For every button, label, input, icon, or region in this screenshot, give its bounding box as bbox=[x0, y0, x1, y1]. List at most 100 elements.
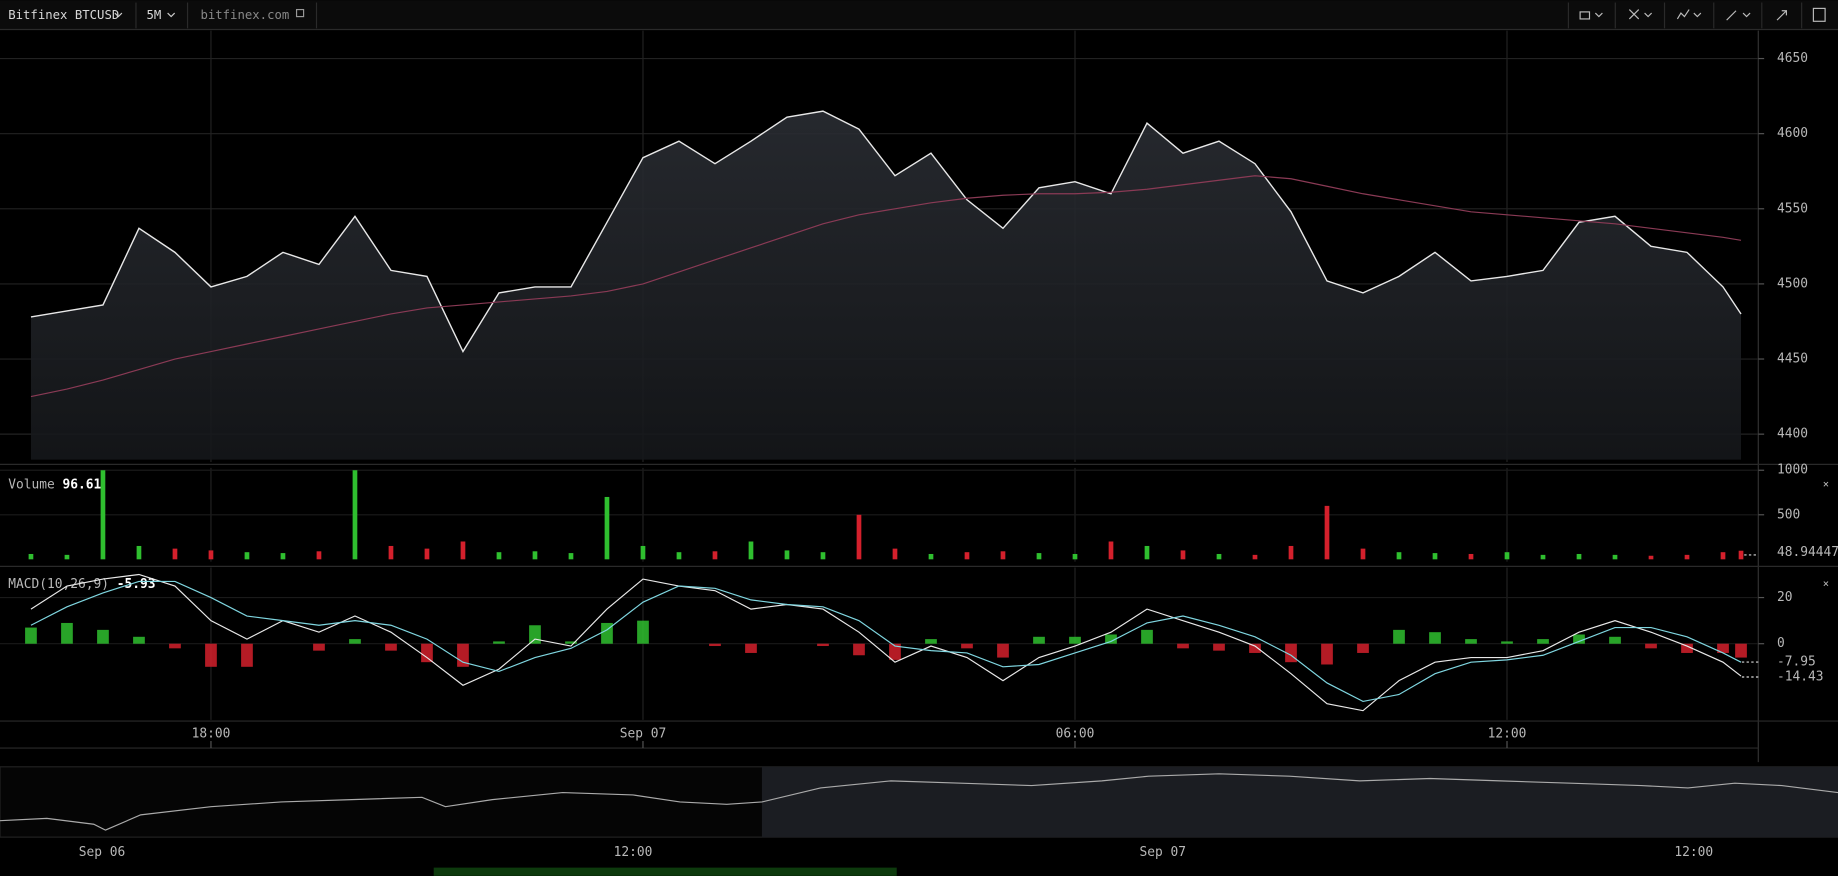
toolbar bbox=[0, 0, 1838, 30]
icon[interactable] bbox=[1726, 10, 1737, 21]
volume-bar bbox=[640, 545, 646, 560]
volume-bar bbox=[172, 548, 178, 560]
macd-histogram-bar bbox=[601, 622, 613, 644]
x-tick-label: 18:00 bbox=[192, 726, 231, 741]
macd-histogram-bar bbox=[529, 625, 541, 644]
macd-label: MACD(10,26,9) bbox=[8, 576, 109, 591]
volume-bar bbox=[532, 551, 538, 560]
macd-histogram-bar bbox=[385, 643, 397, 651]
x-tick-label: 06:00 bbox=[1056, 726, 1095, 741]
volume-bar bbox=[676, 552, 682, 560]
volume-bar bbox=[748, 541, 754, 560]
scroll-bar[interactable] bbox=[433, 867, 897, 876]
source-link[interactable]: bitfinex.com bbox=[200, 8, 289, 22]
macd-histogram-bar bbox=[1393, 629, 1405, 644]
volume-bar bbox=[352, 470, 358, 560]
navigator-tick: 12:00 bbox=[1674, 845, 1713, 860]
macd-histogram-bar bbox=[1213, 643, 1225, 651]
macd-histogram-bar bbox=[709, 643, 721, 647]
macd-histogram-bar bbox=[241, 643, 253, 667]
volume-bar bbox=[208, 550, 214, 560]
icon[interactable] bbox=[1676, 9, 1690, 20]
macd-histogram-bar bbox=[133, 636, 145, 644]
y-tick-label: 4600 bbox=[1777, 126, 1808, 141]
volume-bar bbox=[244, 552, 250, 560]
macd-histogram-bar bbox=[1069, 636, 1081, 644]
y-tick-label: 500 bbox=[1777, 507, 1800, 522]
macd-histogram-bar bbox=[745, 643, 757, 653]
volume-bar bbox=[496, 552, 502, 560]
navigator-window[interactable] bbox=[761, 766, 1838, 838]
volume-bar bbox=[1738, 550, 1744, 560]
volume-bar bbox=[64, 554, 70, 560]
volume-current: 96.61 bbox=[62, 477, 101, 492]
close-pane[interactable]: × bbox=[1823, 578, 1829, 590]
macd-histogram-bar bbox=[61, 622, 73, 644]
dropdown-arrow bbox=[167, 12, 176, 18]
macd-marker-label: -14.43 bbox=[1777, 670, 1824, 685]
y-tick-label: 0 bbox=[1777, 636, 1785, 651]
volume-bar bbox=[280, 553, 286, 560]
macd-histogram-bar bbox=[25, 627, 37, 644]
volume-bar bbox=[856, 514, 862, 560]
macd-histogram-bar bbox=[457, 643, 469, 667]
macd-histogram-bar bbox=[1681, 643, 1693, 653]
volume-bar bbox=[964, 552, 970, 560]
macd-histogram-bar bbox=[817, 643, 829, 647]
macd-histogram-bar bbox=[1573, 634, 1585, 644]
navigator-line bbox=[0, 773, 1838, 831]
navigator-tick: Sep 07 bbox=[1140, 845, 1187, 860]
volume-bar bbox=[1252, 554, 1258, 560]
macd-title: MACD(10,26,9) -5.93 bbox=[8, 576, 155, 591]
volume-bar bbox=[1504, 552, 1510, 560]
y-tick-label: 4500 bbox=[1777, 276, 1808, 291]
volume-title: Volume 96.61 bbox=[8, 477, 101, 492]
icon[interactable] bbox=[1579, 11, 1591, 20]
macd-marker-label: -7.95 bbox=[1777, 655, 1816, 670]
volume-bar bbox=[1072, 553, 1078, 560]
signal-line bbox=[30, 580, 1742, 703]
macd-histogram-bar bbox=[1609, 636, 1621, 644]
volume-bar bbox=[604, 496, 610, 560]
volume-bar bbox=[1540, 554, 1546, 560]
x-tick-label: Sep 07 bbox=[620, 726, 667, 741]
volume-bar bbox=[1216, 553, 1222, 560]
volume-bar bbox=[316, 551, 322, 560]
icon[interactable] bbox=[1628, 9, 1640, 20]
macd-histogram-bar bbox=[1249, 643, 1261, 653]
icon[interactable] bbox=[1776, 10, 1788, 21]
icon[interactable] bbox=[1812, 7, 1826, 22]
interval-selector[interactable]: 5M bbox=[147, 8, 162, 22]
symbol-selector[interactable]: Bitfinex BTCUSD bbox=[8, 8, 119, 22]
y-tick-label: 4650 bbox=[1777, 51, 1808, 66]
macd-histogram-bar bbox=[565, 641, 577, 644]
volume-bar bbox=[928, 553, 934, 560]
volume-bar bbox=[1108, 541, 1114, 560]
volume-bar bbox=[1360, 548, 1366, 560]
volume-bar bbox=[1000, 551, 1006, 560]
macd-histogram-bar bbox=[1357, 643, 1369, 653]
macd-histogram-bar bbox=[889, 643, 901, 660]
volume-bar bbox=[1684, 554, 1690, 560]
volume-bar bbox=[568, 553, 574, 560]
volume-bar bbox=[1612, 554, 1618, 560]
volume-bar bbox=[820, 552, 826, 560]
x-tick-label: 12:00 bbox=[1488, 726, 1527, 741]
macd-histogram-bar bbox=[205, 643, 217, 667]
volume-bar bbox=[784, 550, 790, 560]
macd-histogram-bar bbox=[1177, 643, 1189, 649]
macd-histogram-bar bbox=[97, 629, 109, 644]
macd-histogram-bar bbox=[1141, 629, 1153, 644]
price-line bbox=[30, 110, 1742, 353]
volume-bar bbox=[28, 553, 34, 560]
y-tick-label: 4450 bbox=[1777, 352, 1808, 367]
macd-histogram-bar bbox=[169, 643, 181, 649]
macd-histogram-bar bbox=[1105, 634, 1117, 644]
close-pane[interactable]: × bbox=[1823, 478, 1829, 490]
y-tick-label: 1000 bbox=[1777, 463, 1808, 478]
macd-histogram-bar bbox=[1645, 643, 1657, 649]
volume-ma-label: 48.944477 bbox=[1777, 545, 1838, 560]
volume-bar bbox=[460, 541, 466, 560]
macd-histogram-bar bbox=[1501, 641, 1513, 644]
